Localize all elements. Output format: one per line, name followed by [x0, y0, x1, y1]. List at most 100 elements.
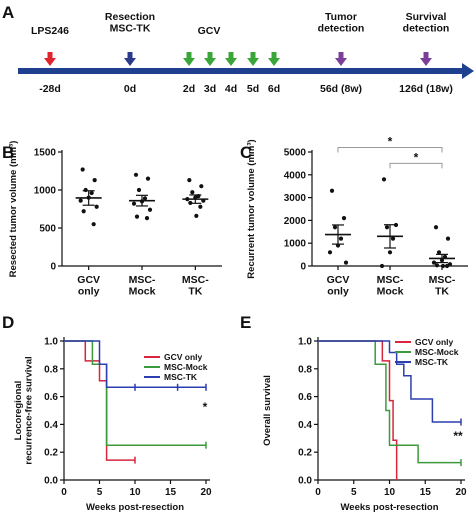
panel-d-chart: 0.0 0.2 0.4 0.6 0.8 1.0 0 5 10 15 20 Weeks post-res…	[13, 337, 212, 514]
x-tick-label: 10	[384, 487, 396, 498]
x-tick-label-line: 0	[61, 487, 67, 498]
data-point	[78, 198, 83, 203]
data-point	[83, 187, 88, 193]
panel-letter-b: B	[2, 143, 14, 162]
timeline-label-line: detection	[403, 23, 450, 35]
category-label: MSC-Mock	[129, 274, 156, 298]
purple-arrow	[335, 52, 347, 66]
data-point	[147, 207, 153, 212]
data-point	[194, 213, 199, 218]
purple-arrow-head	[335, 58, 347, 66]
y-tick-label: 500	[39, 224, 56, 235]
category-label-line: Mock	[377, 286, 404, 298]
data-point	[142, 196, 148, 201]
data-point	[198, 204, 203, 209]
survival-curve	[318, 340, 461, 464]
y-tick-label-line: 4000	[284, 170, 307, 181]
y-tick-label: 0.2	[44, 448, 58, 459]
x-tick-label: 5	[351, 487, 357, 498]
legend-label-line: GCV only	[164, 352, 203, 362]
purple-arrow-shaft	[423, 52, 429, 59]
timeline-bar	[18, 68, 464, 74]
legend-label: MSC-TK	[164, 372, 198, 382]
y-axis-title-line: Locoregional	[13, 381, 24, 441]
red-arrow	[44, 52, 56, 66]
legend-label: GCV only	[164, 352, 203, 362]
y-tick-label-line: 0.2	[298, 448, 312, 459]
data-point	[381, 177, 387, 182]
timeline-day: 56d (8w)	[320, 83, 362, 95]
legend-label-line: MSC-Mock	[164, 362, 208, 372]
blue-arrow	[124, 52, 136, 66]
data-point	[187, 178, 192, 183]
y-tick-label-line: 0.0	[44, 476, 58, 487]
x-tick-label: 20	[200, 487, 212, 498]
data-point	[440, 263, 446, 269]
green-arrow-shaft	[250, 52, 256, 59]
data-point	[329, 188, 335, 193]
y-tick-label: 1.0	[44, 337, 58, 348]
x-tick-label-line: 20	[200, 487, 212, 498]
category-label-line: Mock	[129, 286, 156, 298]
y-tick-label-line: 0.8	[298, 364, 312, 375]
survival-curve	[318, 340, 461, 423]
y-tick-label: 0.0	[298, 476, 312, 487]
y-tick-label: 1000	[34, 186, 57, 197]
category-label: MSC-TK	[182, 274, 209, 298]
purple-arrow	[420, 52, 432, 66]
y-axis-title: Recurrent tumor volume (mm³)	[246, 139, 257, 278]
data-point	[81, 209, 86, 214]
y-tick-label-line: 0	[300, 262, 306, 273]
data-point	[343, 260, 349, 265]
y-tick-label: 0.0	[44, 476, 58, 487]
data-point	[133, 172, 139, 177]
timeline-label: LPS246	[31, 25, 69, 37]
data-point	[338, 236, 344, 241]
y-tick-label-line: 500	[39, 224, 56, 235]
x-tick-label: 15	[420, 487, 432, 498]
green-arrow-shaft	[186, 52, 192, 59]
data-point	[134, 214, 140, 219]
x-tick-label: 0	[61, 487, 67, 498]
timeline-day: 126d (18w)	[399, 83, 453, 95]
category-label: MSC-TK	[429, 274, 456, 298]
data-point	[341, 216, 347, 221]
y-tick-label-line: 0.8	[44, 364, 58, 375]
green-arrow-shaft	[228, 52, 234, 59]
y-tick-label: 0.4	[298, 420, 312, 431]
timeline-day-line: 5d	[247, 83, 259, 95]
category-label: GCV only	[77, 274, 100, 298]
y-tick-label-line: 1000	[284, 239, 307, 250]
category-label-line: GCV	[77, 274, 100, 286]
survival-curve	[64, 340, 135, 461]
x-tick-label: 10	[129, 487, 141, 498]
category-label-line: TK	[188, 286, 202, 298]
y-tick-label: 0	[300, 262, 306, 273]
x-tick-label-line: 5	[351, 487, 357, 498]
y-axis-title-line: Recurrent tumor volume (mm³)	[246, 139, 257, 278]
category-label-line: only	[78, 286, 100, 298]
x-axis-title-line: Weeks post-resection	[86, 502, 184, 513]
x-tick-label-line: 15	[165, 487, 177, 498]
timeline-day-line: -28d	[39, 83, 61, 95]
data-point	[390, 236, 396, 241]
green-arrow-shaft	[207, 52, 213, 59]
y-tick-label-line: 5000	[284, 148, 307, 159]
x-tick-label-line: 15	[420, 487, 432, 498]
y-tick-label: 0.2	[298, 448, 312, 459]
y-tick-label: 0.6	[44, 392, 58, 403]
green-arrow-head	[225, 58, 237, 66]
purple-arrow-head	[420, 58, 432, 66]
y-tick-label: 5000	[284, 148, 307, 159]
category-label-line: only	[327, 286, 349, 298]
timeline-day: 3d	[204, 83, 216, 95]
survival-curve	[318, 340, 398, 480]
data-point	[91, 222, 96, 227]
timeline-arrowhead	[462, 63, 474, 79]
y-tick-label: 4000	[284, 170, 307, 181]
panel-e-chart: 0.0 0.2 0.4 0.6 0.8 1.0 0 5 10 15 20 Weeks post-res…	[262, 337, 467, 514]
panel-c-chart: 0 1000 2000 3000 4000 5000 Recurrent tumor vol…	[246, 134, 468, 298]
x-tick-label-line: 0	[315, 487, 321, 498]
category-label-line: MSC-	[182, 274, 209, 286]
timeline-label-line: Tumor	[325, 11, 357, 23]
